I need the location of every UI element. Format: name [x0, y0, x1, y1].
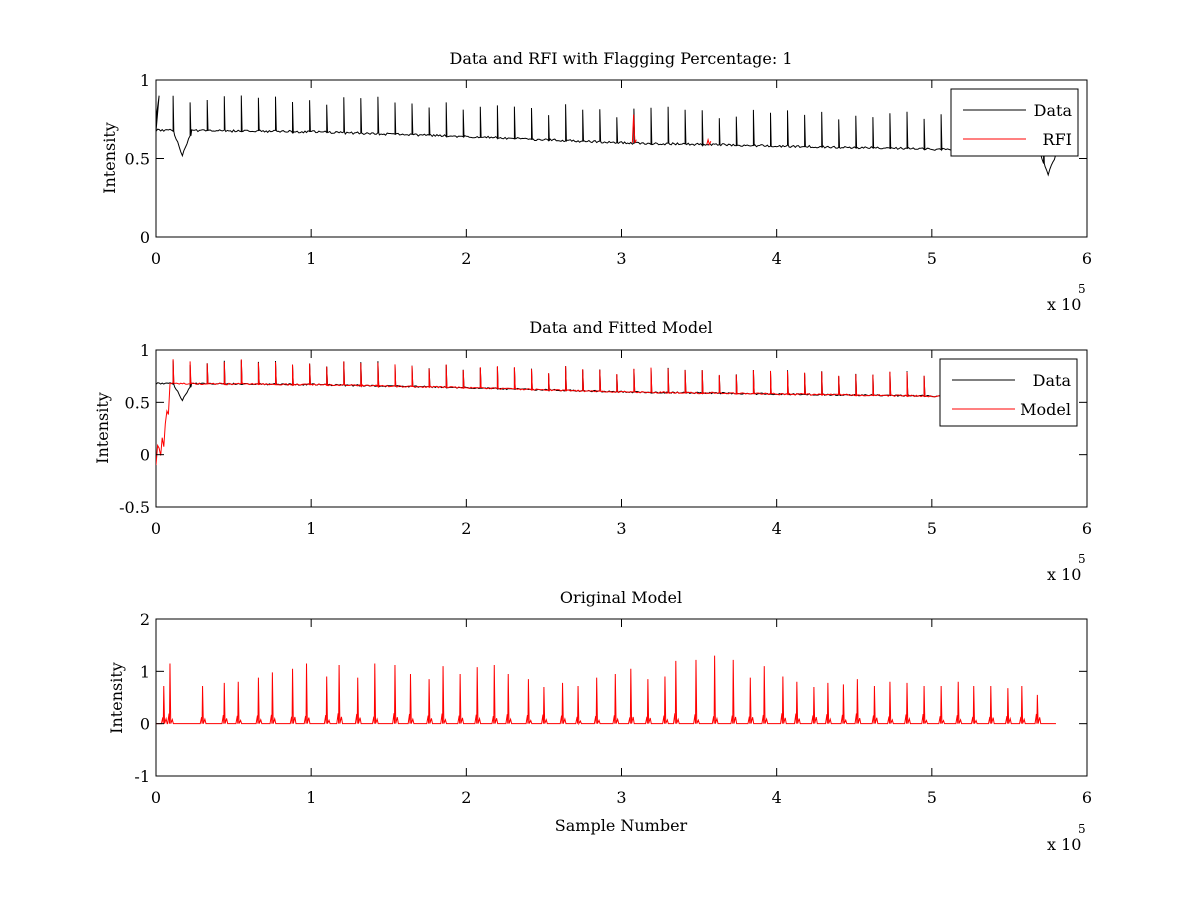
x-tick-label: 1 [306, 788, 316, 807]
panel-1-yticks: 00.51 [125, 71, 1087, 247]
panel-3-xlabel: Sample Number [555, 816, 688, 835]
panel-3-axes [155, 618, 1088, 777]
panel-2-xticks: 0 1 2 3 4 5 6 [151, 350, 1092, 538]
x-tick-label: 3 [616, 788, 626, 807]
x-tick-label: 0 [151, 249, 161, 268]
x-tick-label: 1 [306, 249, 316, 268]
series-rfi-line [631, 114, 712, 146]
panel-3-x-exponent-power: 5 [1078, 822, 1086, 836]
x-tick-label: 3 [616, 519, 626, 538]
x-tick-label: 4 [772, 788, 782, 807]
panel-1: Data and RFI with Flagging Percentage: 1… [100, 49, 1092, 314]
legend-label: Model [1020, 400, 1071, 419]
y-tick-label: -1 [134, 767, 150, 786]
x-tick-label: 5 [927, 788, 937, 807]
legend-box [939, 358, 1078, 427]
series-model-line [156, 359, 1057, 466]
legend-box [950, 88, 1079, 157]
panel-3-x-exponent: x 10 [1047, 835, 1081, 854]
x-tick-label: 0 [151, 788, 161, 807]
panel-2-x-exponent-power: 5 [1078, 552, 1086, 566]
y-tick-label: 1 [140, 662, 150, 681]
panel-2-title: Data and Fitted Model [529, 318, 712, 337]
series-data-line [156, 95, 1057, 177]
panel-1-xticks: 0 1 2 3 4 5 6 [151, 80, 1092, 268]
panel-2-legend: Data Model [939, 358, 1078, 427]
panel-3-title: Original Model [560, 588, 682, 607]
x-tick-label: 2 [461, 788, 471, 807]
x-tick-label: 0 [151, 519, 161, 538]
panel-1-title: Data and RFI with Flagging Percentage: 1 [449, 49, 792, 68]
legend-label: Data [1033, 371, 1072, 390]
panel-2-plot-area [156, 359, 1057, 466]
panel-2-ylabel: Intensity [93, 392, 112, 464]
legend-label: Data [1034, 101, 1073, 120]
x-tick-label: 4 [772, 249, 782, 268]
y-tick-label: -0.5 [119, 498, 150, 517]
legend-label: RFI [1043, 130, 1072, 149]
panel-3-plot-area [156, 655, 1056, 726]
x-tick-label: 6 [1082, 249, 1092, 268]
panel-1-plot-area [156, 95, 1057, 177]
panel-1-x-exponent-power: 5 [1078, 282, 1086, 296]
x-tick-label: 5 [927, 249, 937, 268]
panel-3-yticks: -1 0 1 2 [134, 610, 1087, 786]
x-tick-label: 6 [1082, 519, 1092, 538]
y-tick-label: 2 [140, 610, 150, 629]
panel-1-ylabel: Intensity [100, 122, 119, 194]
x-tick-label: 4 [772, 519, 782, 538]
x-tick-label: 6 [1082, 788, 1092, 807]
panel-2-yticks: -0.5 0 0.5 1 [119, 341, 1087, 517]
series-model-line [156, 655, 1056, 726]
x-tick-label: 3 [616, 249, 626, 268]
x-tick-label: 1 [306, 519, 316, 538]
y-tick-label: 1 [140, 341, 150, 360]
panel-3-ylabel: Intensity [107, 662, 126, 734]
y-tick-label: 0.5 [125, 393, 150, 412]
y-tick-label: 1 [140, 71, 150, 90]
y-tick-label: 0 [140, 228, 150, 247]
panel-1-legend: Data RFI [950, 88, 1079, 157]
y-tick-label: 0.5 [125, 150, 150, 169]
x-tick-label: 2 [461, 519, 471, 538]
y-tick-label: 0 [140, 446, 150, 465]
y-tick-label: 0 [140, 715, 150, 734]
x-tick-label: 5 [927, 519, 937, 538]
panel-2-x-exponent: x 10 [1047, 565, 1081, 584]
x-tick-label: 2 [461, 249, 471, 268]
panel-1-x-exponent: x 10 [1047, 295, 1081, 314]
panel-3-xticks: 0 1 2 3 4 5 6 [151, 619, 1092, 807]
panel-1-axes [155, 79, 1088, 238]
